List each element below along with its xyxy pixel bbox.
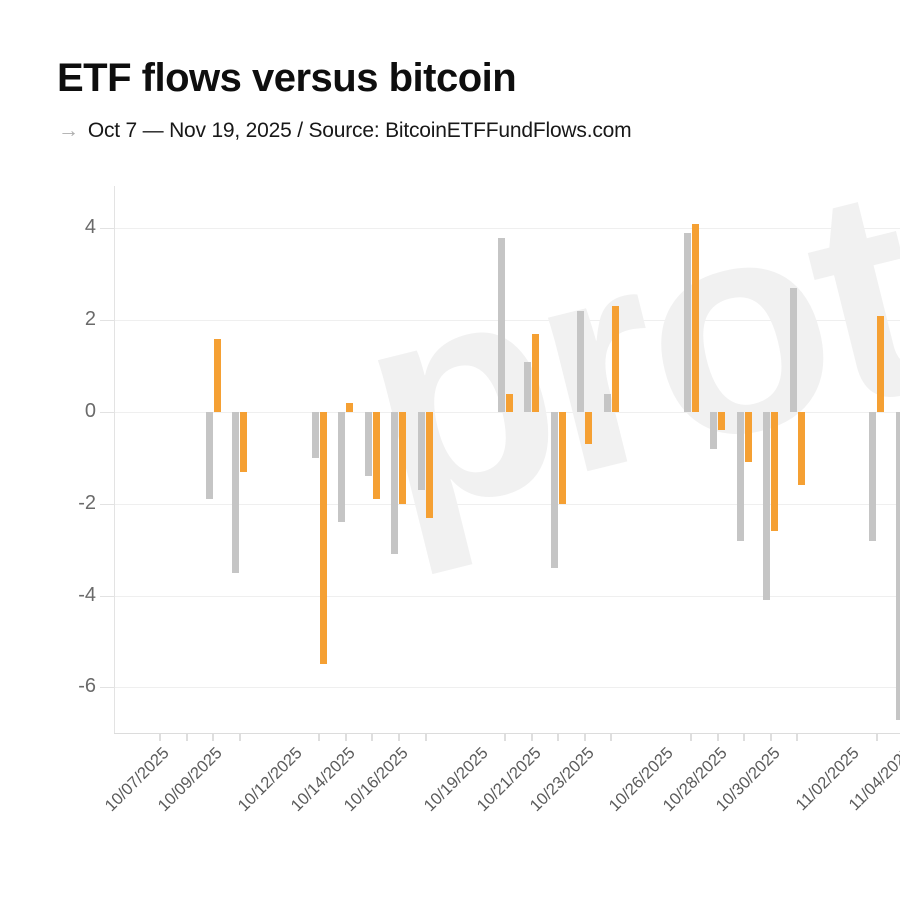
- x-tick: [371, 734, 374, 741]
- bar-bitcoin: [205, 412, 213, 500]
- x-tick: [238, 734, 241, 741]
- bar-bitcoin: [497, 237, 505, 412]
- bar-etf: [718, 412, 726, 431]
- y-tick: [100, 412, 114, 413]
- x-tick: [583, 734, 586, 741]
- y-tick: [100, 595, 114, 597]
- bar-bitcoin: [232, 412, 240, 573]
- subtitle: → Oct 7 — Nov 19, 2025 / Source: BitcoinE…: [58, 119, 632, 143]
- bar-bitcoin: [550, 412, 558, 569]
- y-tick-label: -4: [78, 583, 96, 606]
- bar-etf: [691, 223, 699, 412]
- grid-layer: [100, 186, 900, 734]
- bar-etf: [744, 412, 752, 463]
- bar-etf: [877, 315, 885, 412]
- bar-bitcoin: [577, 311, 585, 412]
- bar-etf: [585, 412, 593, 445]
- subtitle-text: Oct 7 — Nov 19, 2025 / Source: BitcoinET…: [87, 119, 632, 142]
- bar-bitcoin: [763, 412, 771, 601]
- bar-bitcoin: [391, 412, 399, 555]
- gridline: [114, 595, 900, 597]
- x-tick: [212, 734, 215, 741]
- x-tick: [504, 734, 507, 741]
- bar-etf: [372, 412, 380, 500]
- y-tick: [100, 320, 114, 322]
- y-tick-label: -2: [78, 491, 96, 514]
- y-tick-label: -6: [78, 675, 96, 698]
- x-tick: [185, 734, 188, 741]
- bar-bitcoin: [338, 412, 346, 523]
- x-tick: [610, 734, 613, 741]
- x-tick: [530, 734, 533, 741]
- y-axis-line: [114, 186, 115, 734]
- bar-bitcoin: [869, 412, 877, 541]
- bar-etf: [399, 412, 407, 504]
- y-tick-label: 4: [84, 216, 96, 239]
- bar-bitcoin: [683, 232, 691, 412]
- bar-bitcoin: [789, 288, 797, 412]
- x-tick: [690, 734, 692, 741]
- x-tick: [344, 734, 347, 741]
- bar-bitcoin: [311, 412, 319, 458]
- bar-bitcoin: [895, 412, 900, 720]
- bar-bitcoin: [364, 412, 372, 477]
- bar-etf: [213, 338, 221, 412]
- gridline: [114, 503, 900, 505]
- gridline: [114, 228, 900, 230]
- x-tick: [796, 734, 799, 741]
- bar-etf: [797, 412, 805, 486]
- bar-etf: [505, 393, 513, 412]
- x-tick: [769, 734, 772, 741]
- y-tick-label: 0: [84, 400, 96, 422]
- gridline: [114, 687, 900, 689]
- bar-bitcoin: [736, 412, 744, 541]
- bar-bitcoin: [710, 412, 718, 449]
- x-tick: [424, 734, 427, 741]
- x-axis-line: [114, 733, 900, 734]
- y-tick-label: 2: [84, 308, 96, 331]
- gridline: [114, 320, 900, 322]
- arrow-icon: →: [58, 119, 79, 142]
- x-tick: [397, 734, 400, 741]
- page-title: ETF flows versus bitcoin: [57, 56, 517, 100]
- x-tick: [716, 734, 719, 741]
- bar-etf: [240, 412, 248, 472]
- plot-area: [114, 186, 900, 741]
- bar-etf: [611, 306, 619, 412]
- x-tick: [159, 734, 161, 741]
- bar-etf: [426, 412, 433, 518]
- bar-bitcoin: [603, 393, 611, 412]
- y-tick: [100, 503, 114, 505]
- bar-bitcoin: [524, 361, 532, 412]
- bar-bitcoin: [418, 412, 425, 491]
- bar-etf: [346, 402, 354, 412]
- x-tick: [318, 734, 321, 741]
- gridline: [114, 412, 900, 413]
- bar-etf: [532, 333, 540, 412]
- bar-etf: [319, 412, 327, 665]
- x-tick: [557, 734, 560, 741]
- x-tick: [875, 734, 878, 741]
- bar-etf: [558, 412, 566, 504]
- bar-etf: [771, 412, 779, 532]
- y-tick: [100, 687, 114, 689]
- x-tick: [743, 734, 746, 741]
- y-tick: [100, 228, 114, 230]
